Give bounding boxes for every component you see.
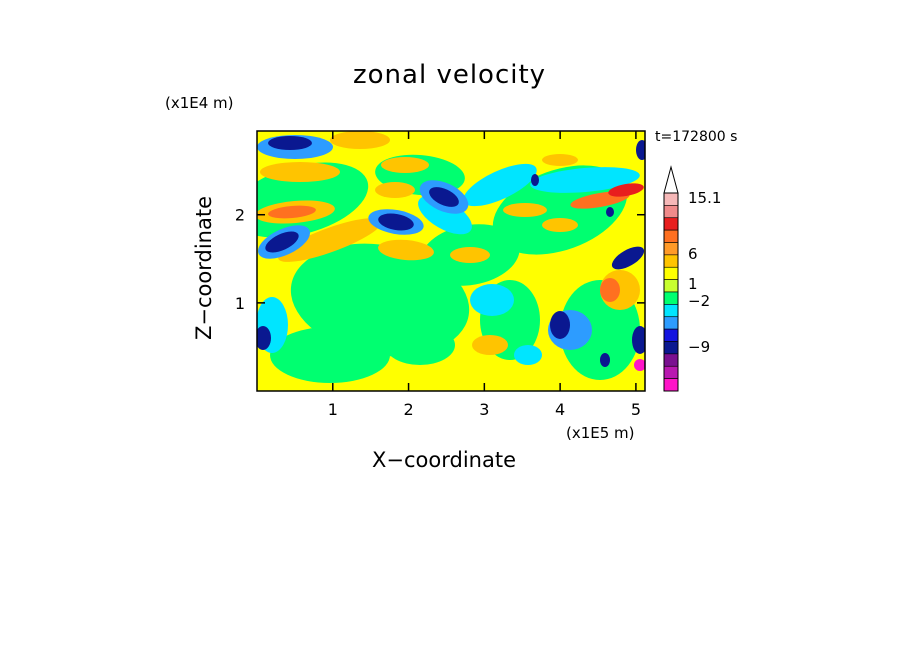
time-label: t=172800 s [655, 129, 738, 145]
colorbar-band [663, 192, 679, 206]
contour-region [531, 174, 539, 186]
colorbar-tick-label: −2 [688, 292, 710, 310]
colorbar-band [663, 229, 679, 243]
colorbar-band [663, 316, 679, 330]
colorbar-band [663, 205, 679, 219]
colorbar-band [663, 266, 679, 280]
contour-region [378, 239, 434, 261]
contour-region [257, 326, 271, 350]
x-axis-label: X−coordinate [372, 448, 516, 472]
chart-title: zonal velocity [353, 60, 547, 90]
contour-region [260, 162, 340, 182]
contour-region [270, 327, 390, 383]
colorbar-band [663, 365, 679, 379]
colorbar-band [663, 291, 679, 305]
contour-region [463, 163, 537, 207]
colorbar-band [663, 341, 679, 355]
contour-region [450, 247, 490, 263]
x-tick-label: 5 [631, 400, 641, 419]
contour-region [378, 213, 414, 231]
y-tick-label: 1 [235, 294, 245, 313]
colorbar-band [663, 353, 679, 367]
contour-region [265, 231, 299, 253]
contour-region [381, 157, 429, 173]
contour-field [257, 131, 645, 391]
contour-region [606, 207, 614, 217]
contour-region [470, 284, 514, 316]
contour-region [611, 246, 645, 270]
colorbar-band [663, 242, 679, 256]
contour-region [632, 326, 645, 354]
colorbar-extend-arrow [663, 165, 679, 194]
x-tick-label: 3 [479, 400, 489, 419]
contour-region [330, 131, 390, 149]
colorbar-band [663, 279, 679, 293]
contour-region [600, 278, 620, 302]
colorbar-tick-label: 6 [688, 245, 698, 263]
x-tick-label: 1 [328, 400, 338, 419]
x-tick-label: 4 [555, 400, 565, 419]
contour-region [608, 183, 644, 197]
colorbar-band [663, 254, 679, 268]
x-axis: 1 2 3 4 5 [328, 131, 641, 419]
colorbar-band [663, 304, 679, 318]
contour-region [542, 154, 578, 166]
contour-region [472, 335, 508, 355]
contour-region [542, 218, 578, 232]
plot-frame [256, 130, 646, 392]
contour-region [375, 182, 415, 198]
x-unit-label: (x1E5 m) [566, 424, 635, 442]
contour-region [636, 140, 645, 160]
colorbar-tick-label: −9 [688, 338, 710, 356]
y-axis: 12 [235, 206, 645, 313]
contour-region [278, 218, 382, 262]
y-tick-label: 2 [235, 206, 245, 225]
contour-region [268, 136, 312, 150]
colorbar-band [663, 378, 679, 392]
contour-region [634, 359, 645, 371]
colorbar-band [663, 217, 679, 231]
contour-region [385, 325, 455, 365]
colorbar: 15.1 6 1−2 −9 [663, 165, 721, 392]
contour-region [600, 353, 610, 367]
colorbar-tick-label: 15.1 [688, 189, 721, 207]
y-unit-label: (x1E4 m) [165, 94, 234, 112]
contour-region [514, 345, 542, 365]
colorbar-tick-label: 1 [688, 275, 698, 293]
x-tick-label: 2 [403, 400, 413, 419]
contour-region [268, 205, 316, 219]
contour-region [530, 167, 640, 193]
colorbar-frame [663, 192, 679, 392]
colorbar-band [663, 328, 679, 342]
contour-region [503, 203, 547, 217]
contour-region [429, 187, 459, 207]
contour-region [550, 311, 570, 339]
